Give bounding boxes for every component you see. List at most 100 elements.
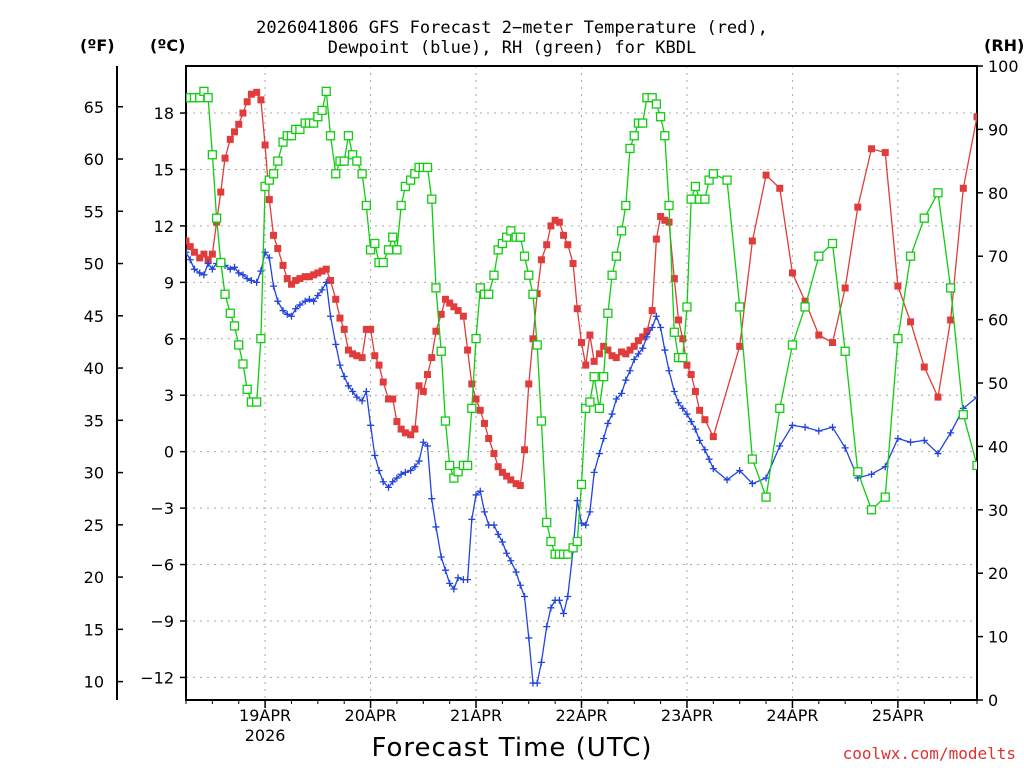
rh-point [378,257,388,268]
temperature-point [564,241,572,249]
temperature-point [257,96,265,104]
rh-tick-label: 0 [988,691,998,710]
temperature-point [560,231,568,239]
temperature-point [498,468,506,476]
rh-point [866,505,877,515]
dewpoint-point [560,609,568,617]
rh-point [484,289,494,299]
dewpoint-point [411,463,419,471]
dewpoint-point [675,399,683,407]
dewpoint-point [253,278,261,286]
temperature-point [507,476,515,484]
fahrenheit-tick-label: 60 [84,150,104,169]
rh-point [585,397,595,407]
temperature-point [322,265,330,273]
temperature-point [371,352,379,360]
rh-point [572,536,582,547]
chart-title-line1: 2026041806 GFS Forecast 2−meter Temperat… [256,18,768,38]
rh-point [436,346,446,356]
rh-point [211,213,222,223]
dewpoint-point [450,585,458,593]
dewpoint-point [829,423,837,431]
rh-point [576,479,587,490]
year-label: 2026 [245,726,286,745]
temperature-point [353,352,361,360]
rh-point [383,245,394,255]
temperature-point [604,346,612,354]
temperature-point [362,325,370,333]
temperature-point [973,113,977,121]
rh-point [489,270,499,280]
rh-point [370,238,380,249]
rh-point [655,112,666,122]
temperature-point [261,141,269,149]
temperature-point [243,98,251,106]
dewpoint-point [639,344,647,352]
rh-point [331,169,341,179]
temperature-point [196,254,204,262]
dewpoint-point [428,495,436,503]
temperature-point [200,250,208,258]
rh-point [427,194,437,204]
dewpoint-point [701,446,709,454]
rh-point [905,251,916,261]
rh-point [651,99,662,109]
rh-point [536,416,547,426]
dewpoint-point [748,480,756,488]
dewpoint-point [362,387,370,395]
temperature-point [608,352,616,360]
rh-point [972,460,977,471]
dewpoint-point [296,301,304,309]
temperature-point [622,350,630,358]
rh-point [827,238,838,249]
temperature-point [618,348,626,356]
temperature-point [310,271,318,279]
rh-point [471,333,481,344]
rh-point [563,549,573,559]
rh-point [700,194,710,204]
fahrenheit-tick-label: 35 [84,411,104,430]
temperature-point [336,314,344,322]
temperature-point [639,333,647,341]
fahrenheit-tick-label: 50 [84,255,104,274]
rh-point [519,251,530,261]
temperature-point [595,350,603,358]
rh-point [629,131,639,141]
rh-point [295,124,305,135]
temperature-point [675,316,683,324]
dewpoint-point [287,312,295,320]
dewpoint-point [907,438,915,446]
temperature-point [920,363,928,371]
temperature-point [358,354,366,362]
dewpoint-point [322,278,330,286]
temperature-point [894,282,902,290]
axes: 1815129630−3−6−9−12656055504540353025201… [84,57,1019,745]
rh-point [234,340,244,350]
temperature-point [485,434,493,442]
dewpoint-point [533,679,541,687]
temperature-point [446,299,454,307]
dewpoint-point [670,387,678,395]
dewpoint-point [679,404,687,412]
rh-point [392,245,402,255]
dewpoint-point [736,466,744,474]
dewpoint-point [468,515,476,523]
dewpoint-point [310,297,318,305]
temperature-point [186,237,190,245]
temperature-point [389,395,397,403]
rh-point [339,156,349,166]
rh-point [919,213,929,223]
temperature-point [226,135,234,143]
rh-point [532,340,542,350]
temperature-point [340,325,348,333]
rh-point [528,289,538,299]
rh-point [735,302,745,312]
rh-point [445,460,455,471]
dewpoint-point [200,271,208,279]
dewpoint-point [419,438,427,446]
temperature-point [537,256,545,264]
temperature-point [419,387,427,395]
rh-point [840,346,850,356]
rh-point [690,181,701,192]
